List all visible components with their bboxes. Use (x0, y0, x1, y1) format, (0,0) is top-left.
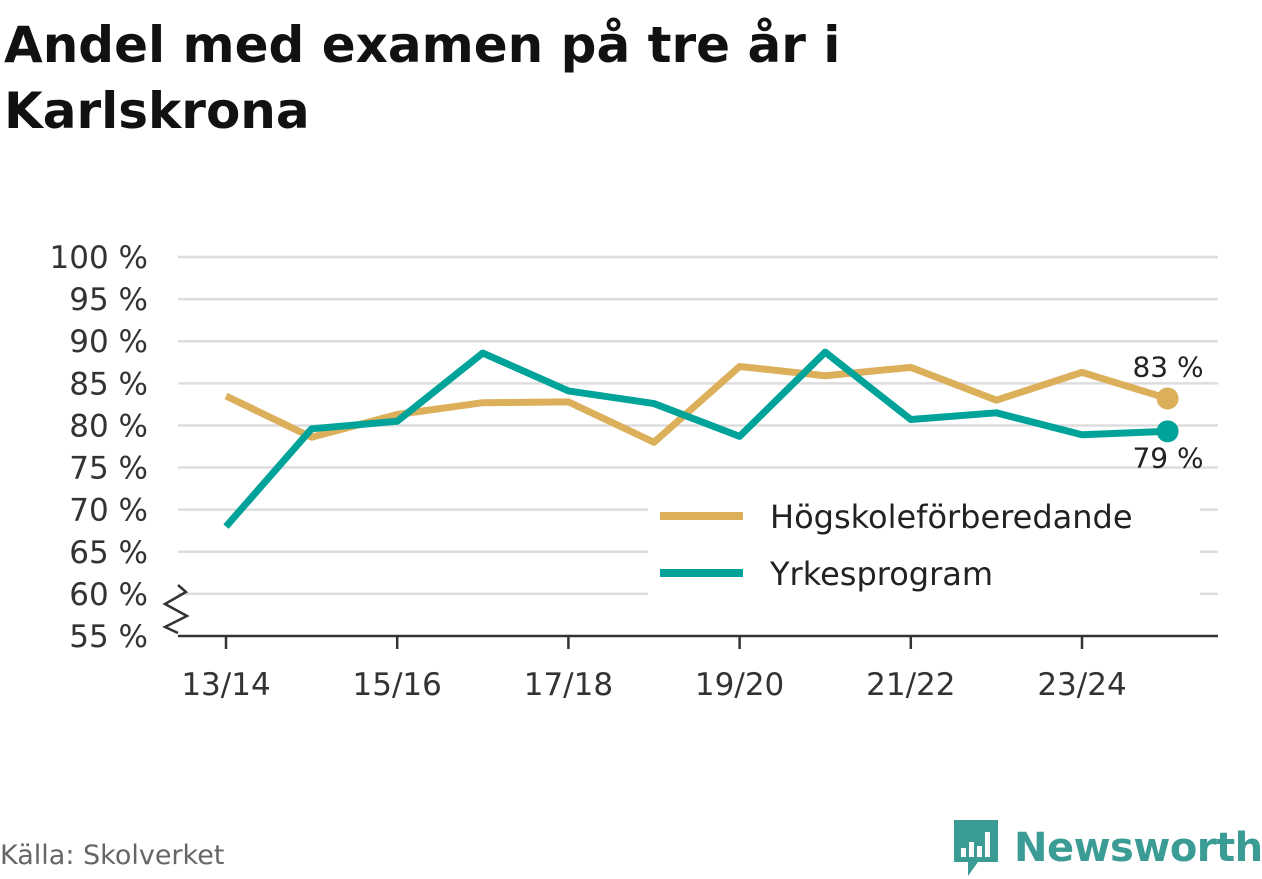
y-tick-label: 60 % (69, 577, 148, 613)
bar-chart-speech-bubble-icon (954, 820, 998, 876)
end-value-label: 83 % (1132, 350, 1203, 383)
series-end-point (1156, 420, 1179, 443)
x-tick-label: 21/22 (866, 667, 955, 703)
legend-background (648, 490, 1200, 598)
line-chart: 55 % 60 % 65 % 70 % 75 % 80 % 85 % 90 % 95 % 100 … (50, 240, 1218, 703)
y-axis-tick-labels: 55 % 60 % 65 % 70 % 75 % 80 % 85 % 90 % 95 % 100 … (50, 240, 148, 655)
x-tick-label: 17/18 (524, 667, 613, 703)
brand-name: Newsworthy (1014, 825, 1262, 871)
legend-label: Högskoleförberedande (770, 498, 1133, 536)
y-tick-label: 100 % (50, 240, 148, 276)
chart-title: Andel med examen på tre år i Karlskrona (4, 16, 841, 140)
x-tick-label: 15/16 (353, 667, 442, 703)
x-axis: 13/14 15/16 17/18 19/20 21/22 23/24 (178, 634, 1218, 703)
y-tick-label: 65 % (69, 535, 148, 571)
y-tick-label: 80 % (69, 408, 148, 444)
y-tick-label: 70 % (69, 493, 148, 529)
axis-break-zigzag (162, 584, 190, 635)
series-lines: 83 % 79 % (223, 348, 1204, 529)
end-value-label: 79 % (1132, 441, 1203, 474)
y-tick-label: 90 % (69, 324, 148, 360)
series-end-point (1156, 387, 1179, 410)
source-note: Källa: Skolverket (0, 840, 225, 871)
y-tick-label: 75 % (69, 451, 148, 487)
y-tick-label: 55 % (69, 619, 148, 655)
legend-label: Yrkesprogram (769, 555, 993, 593)
x-tick-label: 13/14 (181, 667, 270, 703)
newsworthy-logo: Newsworthy (952, 818, 1262, 878)
x-tick-label: 19/20 (695, 667, 784, 703)
y-tick-label: 85 % (69, 366, 148, 402)
y-tick-label: 95 % (69, 282, 148, 318)
y-axis-break (162, 584, 190, 635)
series-line (223, 348, 1168, 529)
series-line (224, 362, 1169, 446)
x-tick-label: 23/24 (1037, 667, 1126, 703)
legend: Högskoleförberedande Yrkesprogram (648, 490, 1200, 598)
